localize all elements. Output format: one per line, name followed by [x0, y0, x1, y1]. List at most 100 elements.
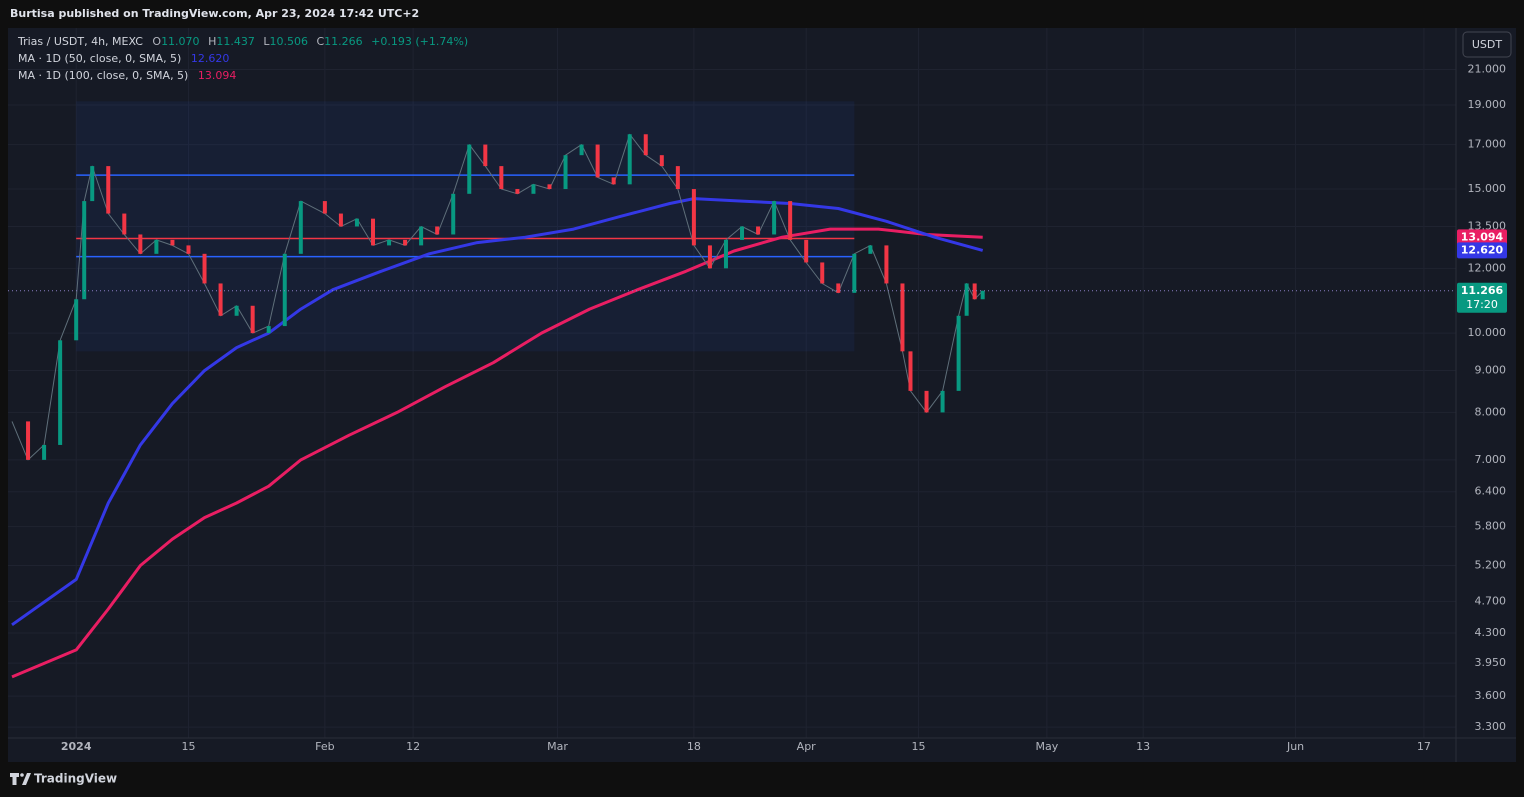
candle [138, 234, 143, 254]
brand-logo[interactable] [10, 773, 31, 785]
candle [483, 144, 488, 167]
brand-name[interactable]: TradingView [34, 772, 117, 786]
candle [154, 239, 159, 254]
brand[interactable]: TradingView [10, 772, 117, 786]
candle [659, 155, 664, 167]
candle [772, 201, 777, 235]
candle [908, 351, 913, 391]
plot-area [8, 28, 1456, 738]
candle [595, 144, 600, 178]
legend-row: MA · 1D (100, close, 0, SMA, 5) 13.094 [18, 69, 236, 82]
symbol: Trias / USDT, 4h, MEXC [17, 35, 143, 48]
candle [868, 245, 873, 254]
candle [234, 305, 239, 316]
candle [82, 201, 87, 300]
candle [964, 283, 969, 316]
ohlc-key: H [208, 35, 216, 48]
candle [723, 239, 728, 269]
y-tick-label: 15.000 [1468, 182, 1507, 195]
publish-info: Burtisa published on TradingView.com, Ap… [10, 7, 419, 20]
candle [627, 134, 632, 185]
candle [218, 283, 223, 316]
price-tag [1457, 242, 1507, 259]
y-tick-label: 4.300 [1475, 626, 1507, 639]
candle [980, 290, 985, 300]
chart-pane [8, 28, 1516, 762]
candle [563, 155, 568, 190]
ohlc-key: O [152, 35, 161, 48]
candle [387, 239, 392, 246]
y-tick-label: 7.000 [1475, 453, 1507, 466]
change: +0.193 (+1.74%) [371, 35, 468, 48]
ma-line [11, 197, 984, 627]
candle [170, 239, 175, 246]
y-tick-label: 12.000 [1468, 261, 1507, 274]
price-tag [1457, 282, 1507, 313]
y-tick-label: 3.600 [1475, 689, 1507, 702]
y-tick-label: 6.400 [1475, 485, 1507, 498]
price-tag-label: 12.620 [1461, 243, 1504, 256]
currency[interactable]: USDT [1472, 38, 1503, 51]
currency-button[interactable]: USDT [1462, 31, 1512, 58]
candle [611, 177, 616, 185]
candle [202, 253, 207, 284]
candle [643, 134, 648, 156]
candle [298, 201, 303, 254]
candle [122, 213, 127, 235]
candle [956, 315, 961, 391]
candle [42, 444, 47, 460]
ma-name: MA · 1D (50, close, 0, SMA, 5) [18, 52, 181, 65]
candle [74, 299, 79, 341]
candle [90, 166, 95, 202]
candle [884, 245, 889, 284]
y-tick-label: 3.300 [1475, 720, 1507, 733]
candle [691, 189, 696, 246]
ma-value: 13.094 [198, 69, 237, 82]
y-tick-label: 9.000 [1475, 364, 1507, 377]
y-tick-label: 17.000 [1468, 138, 1507, 151]
countdown: 17:20 [1466, 298, 1498, 311]
y-tick-label: 13.500 [1468, 219, 1507, 232]
candle [820, 262, 825, 284]
candle [788, 201, 793, 240]
legend-row: MA · 1D (50, close, 0, SMA, 5) 12.620 [18, 52, 229, 65]
candle [322, 201, 327, 214]
candle [515, 189, 520, 194]
candle [435, 226, 440, 235]
ohlc-value: 10.506 [269, 35, 308, 48]
brand-logo-dot[interactable] [20, 773, 24, 777]
currency-button-frame[interactable] [1462, 31, 1512, 58]
candle [804, 239, 809, 263]
x-tick-label: 13 [1136, 740, 1150, 753]
ohlc-key: L [263, 35, 270, 48]
price-tag-label: 13.094 [1461, 230, 1504, 243]
x-tick-label: Jun [1286, 740, 1304, 753]
candle [338, 213, 343, 227]
x-tick-label: Mar [547, 740, 568, 753]
ohlc-value: 11.266 [324, 35, 363, 48]
x-tick-label: 17 [1417, 740, 1431, 753]
candle [354, 218, 359, 227]
y-tick-label: 3.950 [1475, 656, 1507, 669]
y-tick-label: 4.700 [1475, 594, 1507, 607]
candle [26, 421, 31, 460]
candle [940, 390, 945, 413]
legend-row: Trias / USDT, 4h, MEXC O11.070 H11.437 L… [17, 35, 468, 48]
candle [467, 144, 472, 194]
x-tick-label: 18 [687, 740, 701, 753]
x-tick-label: 12 [406, 740, 420, 753]
candle [972, 283, 977, 300]
candle [266, 326, 271, 334]
x-tick-label: 15 [912, 740, 926, 753]
y-tick-label: 5.200 [1475, 558, 1507, 571]
candle [451, 193, 456, 235]
candle [499, 166, 504, 190]
candle [756, 226, 761, 235]
y-tick-label: 8.000 [1475, 405, 1507, 418]
y-tick-label: 21.000 [1468, 62, 1507, 75]
candle [403, 239, 408, 246]
profile-range [76, 101, 855, 352]
candle [250, 305, 255, 334]
candle [707, 245, 712, 269]
candle [852, 253, 857, 293]
